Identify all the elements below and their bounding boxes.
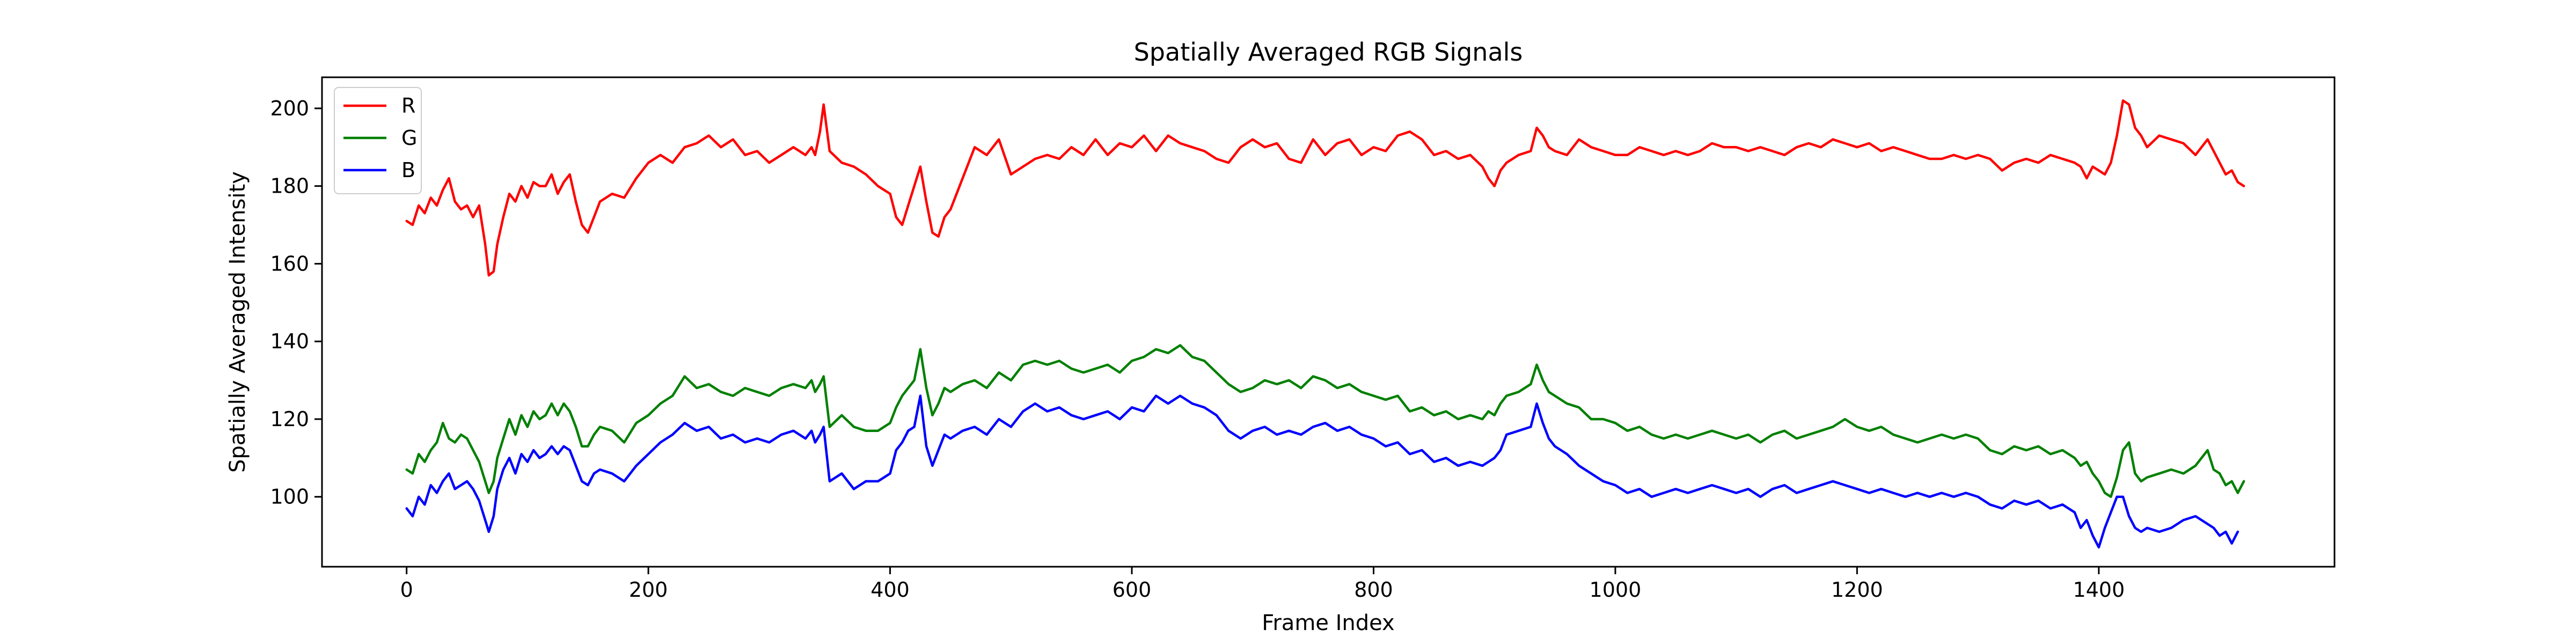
x-tick-label: 200: [629, 578, 668, 602]
legend-label-g: G: [401, 126, 417, 150]
x-tick-label: 600: [1113, 578, 1152, 602]
y-tick-label: 100: [270, 485, 309, 509]
y-axis: 100 120 140 160 180 200: [270, 97, 322, 509]
x-tick-label: 1400: [2073, 578, 2125, 602]
x-tick-label: 400: [870, 578, 910, 602]
series-line-r: [405, 99, 2245, 277]
x-tick-label: 1200: [1831, 578, 1883, 602]
x-tick-label: 0: [400, 578, 413, 602]
x-tick-label: 800: [1354, 578, 1393, 602]
y-axis-label: Spatially Averaged Intensity: [225, 171, 250, 473]
series-layer: [405, 99, 2245, 549]
plot-frame: [321, 76, 2336, 568]
legend-label-r: R: [401, 94, 415, 118]
chart-title: Spatially Averaged RGB Signals: [1134, 38, 1523, 67]
x-axis-label: Frame Index: [1262, 611, 1394, 635]
x-axis: 0 200 400 600 800 1000 1200 1400: [400, 567, 2125, 602]
legend: RGB: [334, 87, 422, 194]
y-tick-label: 200: [270, 97, 309, 120]
series-line-b: [405, 394, 2240, 549]
legend-label-b: B: [401, 158, 415, 182]
y-tick-label: 160: [270, 252, 309, 275]
y-tick-label: 120: [270, 407, 309, 431]
y-tick-label: 180: [270, 174, 309, 198]
series-line-g: [405, 344, 2245, 498]
x-tick-label: 1000: [1590, 578, 1642, 602]
legend-frame: [334, 87, 422, 194]
y-tick-label: 140: [270, 330, 309, 353]
